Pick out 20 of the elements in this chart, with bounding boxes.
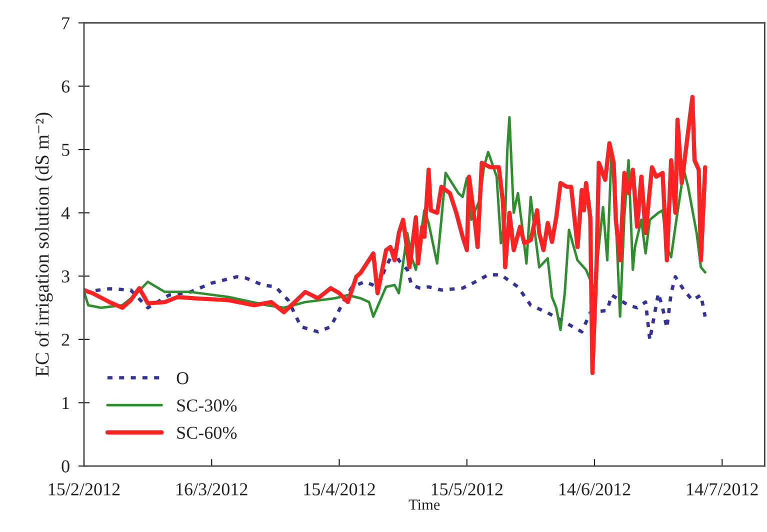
y-tick-label: 3: [62, 270, 70, 283]
y-tick-label: 0: [62, 460, 70, 472]
x-tick-label: 14/6/2012: [559, 483, 630, 496]
y-tick-label: 7: [62, 17, 70, 30]
y-tick-label: 4: [61, 207, 70, 220]
x-tick-label: 15/5/2012: [432, 483, 503, 496]
legend-label: SC-60%: [177, 426, 237, 439]
x-axis-title: Time: [408, 500, 440, 510]
x-tick-label: 15/2/2012: [48, 483, 120, 496]
y-tick-label: 2: [62, 334, 70, 346]
y-tick-label: 1: [62, 397, 70, 409]
x-tick-label: 15/4/2012: [304, 483, 375, 496]
line-series: [84, 248, 707, 342]
legend-label: O: [176, 372, 188, 384]
y-tick-label: 6: [62, 80, 70, 93]
x-tick-label: 16/3/2012: [176, 483, 248, 496]
y-tick-label: 5: [62, 144, 70, 156]
legend-label: SC-30%: [177, 399, 237, 412]
x-tick-label: 14/7/2012: [687, 483, 758, 496]
y-axis-title: EC of irrigation solution (dS m⁻²): [34, 112, 53, 376]
